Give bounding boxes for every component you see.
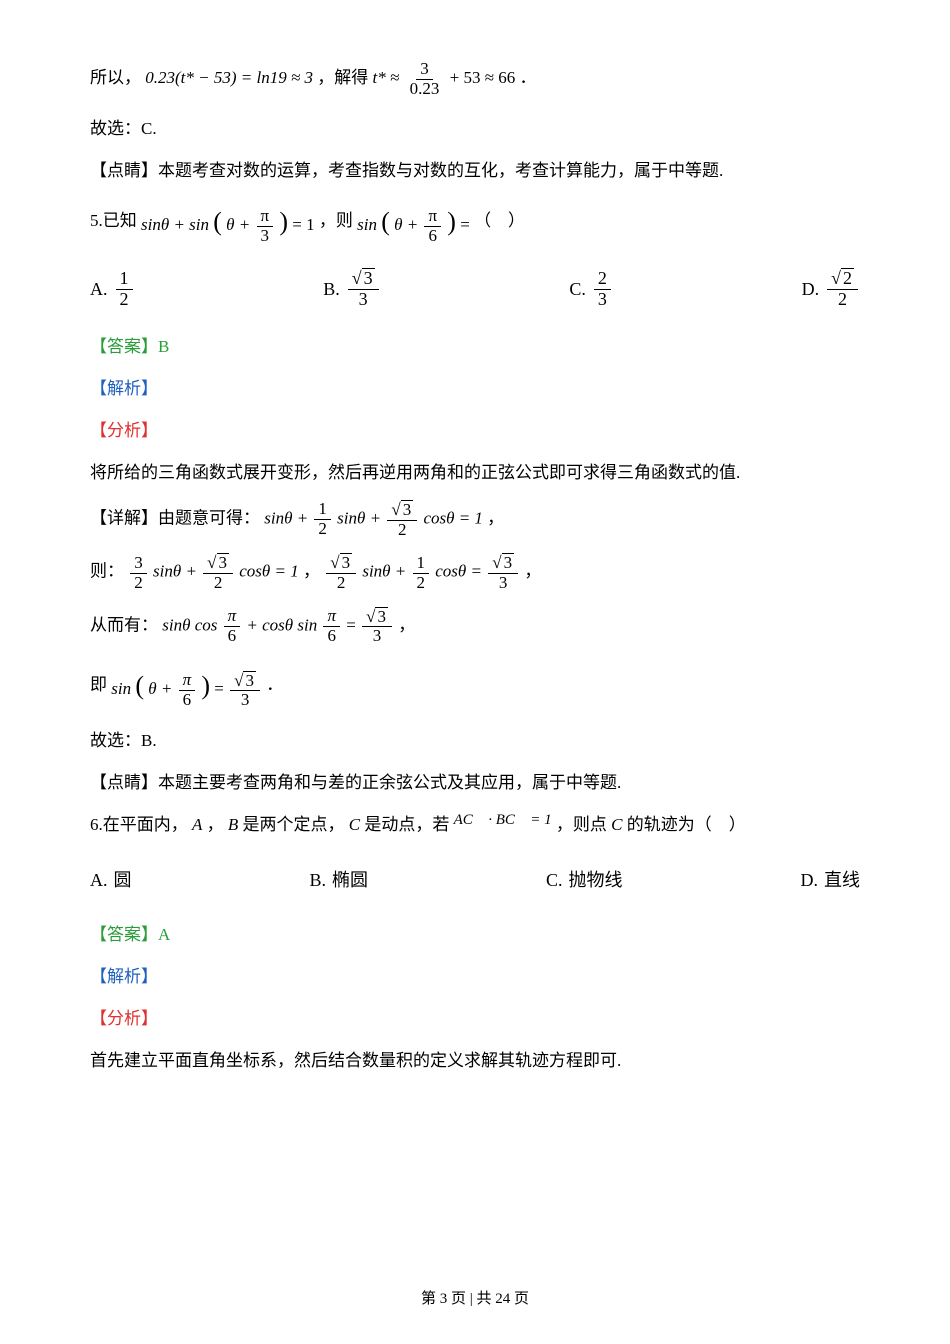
page-footer: 第 3 页 | 共 24 页 <box>0 1284 950 1314</box>
fraction: 3 3 <box>348 268 379 310</box>
option-a: A. 1 2 <box>90 268 135 310</box>
fraction: π 3 <box>257 207 274 245</box>
option-b: B. 3 3 <box>323 268 380 310</box>
detail-2: 则： 32 sinθ + 32 cosθ = 1 ， 32 sinθ + 12 … <box>90 553 860 592</box>
fenxi-text: 将所给的三角函数式展开变形，然后再逆用两角和的正弦公式即可求得三角函数式的值. <box>90 456 860 490</box>
math: sinθ + sin ( θ + π 3 ) = 1 <box>141 196 315 248</box>
option-b: B. 椭圆 <box>309 862 368 898</box>
fraction: 2 3 <box>594 269 611 310</box>
text: 所以， <box>90 68 141 87</box>
conclusion-c: 故选：C. <box>90 112 860 146</box>
jiexi: 【解析】 <box>90 372 860 406</box>
math: sinθ + 1 2 sinθ + 3 2 cosθ = 1 <box>264 500 483 539</box>
fenxi2-text: 首先建立平面直角坐标系，然后结合数量积的定义求解其轨迹方程即可. <box>90 1044 860 1078</box>
q5-options: A. 1 2 B. 3 3 C. 2 3 D. 2 2 <box>90 268 860 310</box>
detail-3: 从而有： sinθ cos π6 + cosθ sin π6 = 33 ， <box>90 607 860 646</box>
math: sin ( θ + π6 ) = 33 <box>111 660 262 712</box>
option-d: D. 2 2 <box>802 268 860 310</box>
math: 32 sinθ + 32 cosθ = 1 <box>128 553 299 592</box>
math: t* ≈ 3 0.23 + 53 ≈ 66 <box>373 60 516 98</box>
jiexi-2: 【解析】 <box>90 960 860 994</box>
q6-options: A. 圆 B. 椭圆 C. 抛物线 D. 直线 <box>90 862 860 898</box>
fenxi: 【分析】 <box>90 414 860 448</box>
math: sinθ cos π6 + cosθ sin π6 = 33 <box>162 607 394 646</box>
fraction: π 6 <box>424 207 441 245</box>
math: 0.23(t* − 53) = ln19 ≈ 3 <box>145 68 313 87</box>
fenxi-2: 【分析】 <box>90 1002 860 1036</box>
line-so: 所以， 0.23(t* − 53) = ln19 ≈ 3 ，解得 t* ≈ 3 … <box>90 60 860 98</box>
fraction: 1 2 <box>314 500 331 538</box>
q5-stem: 5.已知 sinθ + sin ( θ + π 3 ) = 1 ，则 sin (… <box>90 196 860 248</box>
fraction: 3 2 <box>387 500 417 539</box>
option-a: A. 圆 <box>90 862 132 898</box>
option-c: C. 2 3 <box>569 268 613 310</box>
fraction: 2 2 <box>827 268 858 310</box>
q6-stem: 6.在平面内， A ， B 是两个定点， C 是动点，若 AC⃗ · BC⃗ =… <box>90 808 860 842</box>
option-d: D. 直线 <box>800 862 860 898</box>
conclusion-b: 故选：B. <box>90 724 860 758</box>
dianjing-1: 【点睛】本题考查对数的运算，考查指数与对数的互化，考查计算能力，属于中等题. <box>90 154 860 188</box>
answer-a: 【答案】A <box>90 918 860 952</box>
text: ． <box>520 68 537 87</box>
detail-4: 即 sin ( θ + π6 ) = 33 ． <box>90 660 860 712</box>
detail-1: 【详解】由题意可得： sinθ + 1 2 sinθ + 3 2 cosθ = … <box>90 500 860 539</box>
option-c: C. 抛物线 <box>546 862 623 898</box>
fraction: 1 2 <box>116 269 133 310</box>
math: sin ( θ + π 6 ) = <box>357 196 470 248</box>
text: ，解得 <box>317 68 368 87</box>
answer-b: 【答案】B <box>90 330 860 364</box>
dianjing-2: 【点睛】本题主要考查两角和与差的正余弦公式及其应用，属于中等题. <box>90 766 860 800</box>
fraction: 3 0.23 <box>406 60 444 98</box>
math: 32 sinθ + 12 cosθ = 33 <box>324 553 520 592</box>
